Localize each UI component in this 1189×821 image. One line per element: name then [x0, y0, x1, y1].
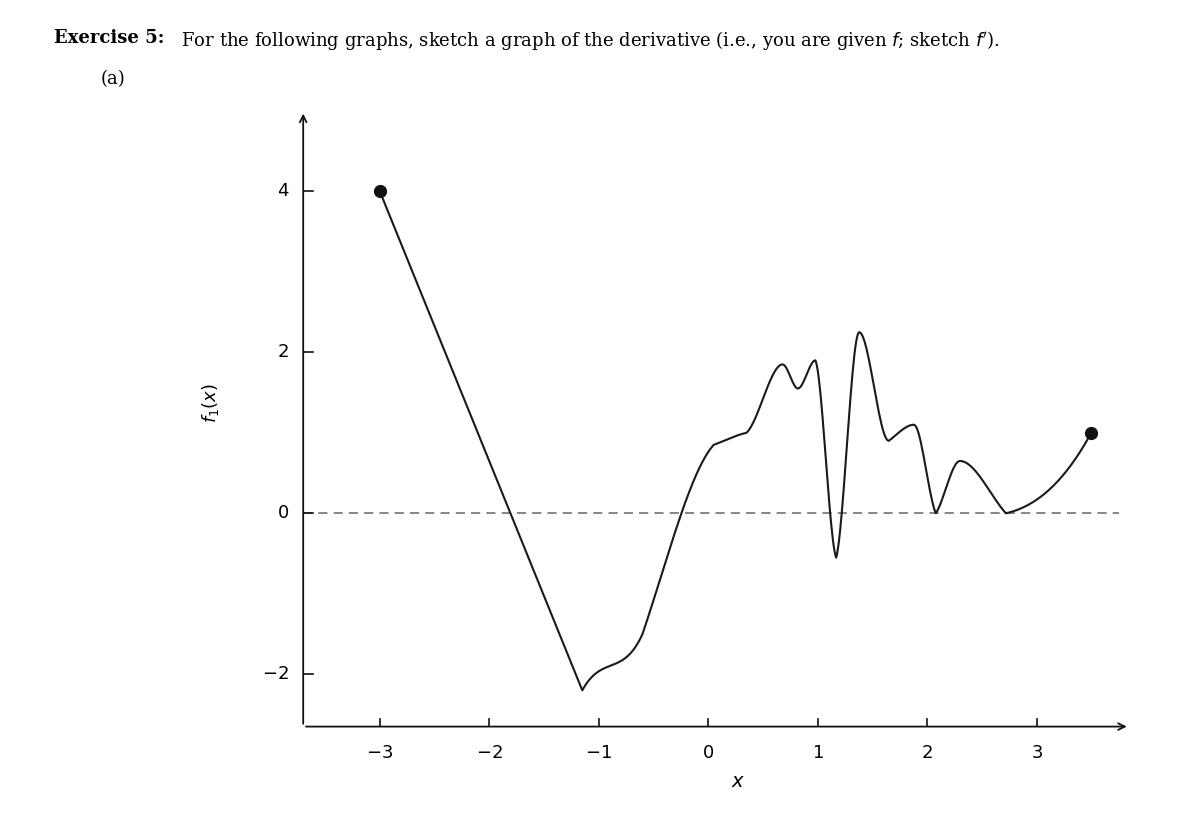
Text: (a): (a) [101, 70, 126, 88]
Text: $2$: $2$ [921, 745, 933, 762]
Text: $x$: $x$ [731, 773, 746, 791]
Text: $1$: $1$ [812, 745, 824, 762]
Text: Exercise 5:: Exercise 5: [54, 29, 164, 47]
Text: $-2$: $-2$ [476, 745, 503, 762]
Text: $2$: $2$ [277, 343, 289, 361]
Text: $-3$: $-3$ [366, 745, 394, 762]
Text: $-1$: $-1$ [585, 745, 612, 762]
Text: $0$: $0$ [277, 504, 289, 522]
Text: $f_1(x)$: $f_1(x)$ [200, 383, 221, 423]
Text: $3$: $3$ [1031, 745, 1043, 762]
Text: $4$: $4$ [277, 182, 289, 200]
Text: $0$: $0$ [703, 745, 715, 762]
Text: $-2$: $-2$ [262, 665, 289, 683]
Text: For the following graphs, sketch a graph of the derivative (i.e., you are given : For the following graphs, sketch a graph… [170, 29, 1000, 52]
